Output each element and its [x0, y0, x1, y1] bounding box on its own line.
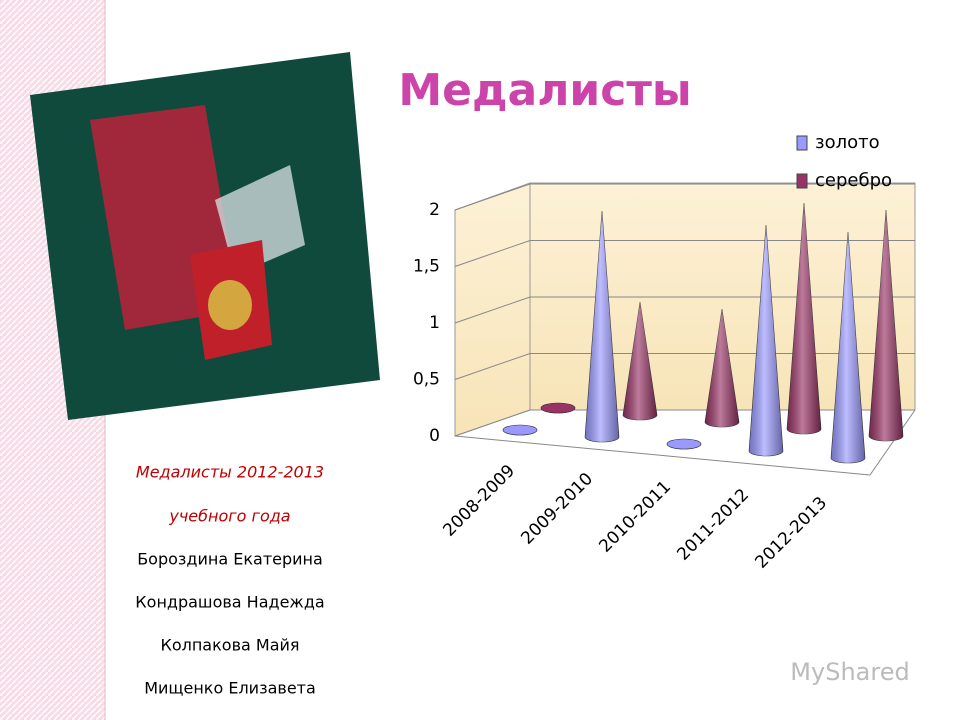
cone-shine — [585, 211, 619, 442]
grid-line — [454, 296, 915, 324]
cone — [704, 308, 740, 428]
cone — [540, 402, 576, 414]
cone-shine — [623, 302, 657, 420]
cone-base — [502, 424, 538, 436]
y-tick-label: 2 — [429, 200, 440, 220]
cone-shine — [705, 309, 739, 427]
floor-right — [869, 409, 916, 476]
cone — [502, 424, 538, 436]
x-tick-label: 2011-2012 — [673, 485, 753, 565]
title: Медалисты — [398, 65, 691, 116]
grid-line — [454, 183, 915, 211]
caption: Медалисты 2012-2013 — [136, 463, 324, 482]
x-tick-label: 2009-2010 — [517, 469, 597, 549]
floor-front — [454, 435, 871, 476]
cone-base — [666, 438, 702, 450]
cone-base — [540, 402, 576, 414]
cone — [868, 209, 904, 442]
x-tick-label: 2010-2011 — [595, 477, 675, 557]
legend-swatch — [796, 135, 808, 151]
grid-line — [454, 353, 915, 380]
grid-line — [454, 409, 915, 437]
watermark: MyShared — [790, 658, 909, 686]
name: Мищенко Елизавета — [144, 679, 316, 698]
chart — [454, 182, 916, 476]
y-tick-label: 1 — [429, 313, 440, 333]
cone-shine — [831, 232, 865, 463]
y-tick-label: 0 — [429, 426, 440, 446]
legend-swatch — [796, 173, 808, 189]
cone-shine — [869, 210, 903, 441]
x-tick-label: 2012-2013 — [751, 493, 831, 573]
cone — [786, 202, 822, 435]
cone — [622, 301, 658, 421]
cone — [748, 224, 784, 457]
y-tick-label: 1,5 — [413, 257, 440, 277]
name: Бороздина Екатерина — [137, 550, 323, 569]
name: Кондрашова Надежда — [135, 593, 324, 612]
photo — [30, 52, 380, 420]
cone — [666, 438, 702, 450]
name: Колпакова Майя — [160, 636, 299, 655]
cone — [830, 231, 866, 464]
cone-shine — [787, 203, 821, 434]
y-tick-label: 0,5 — [413, 370, 440, 390]
grid-line — [454, 240, 915, 267]
x-tick-label: 2008-2009 — [439, 461, 519, 541]
cone-shine — [749, 225, 783, 456]
caption: учебного года — [168, 507, 290, 526]
cone — [584, 210, 620, 443]
legend-label: серебро — [815, 170, 892, 191]
legend-label: золото — [815, 132, 880, 153]
